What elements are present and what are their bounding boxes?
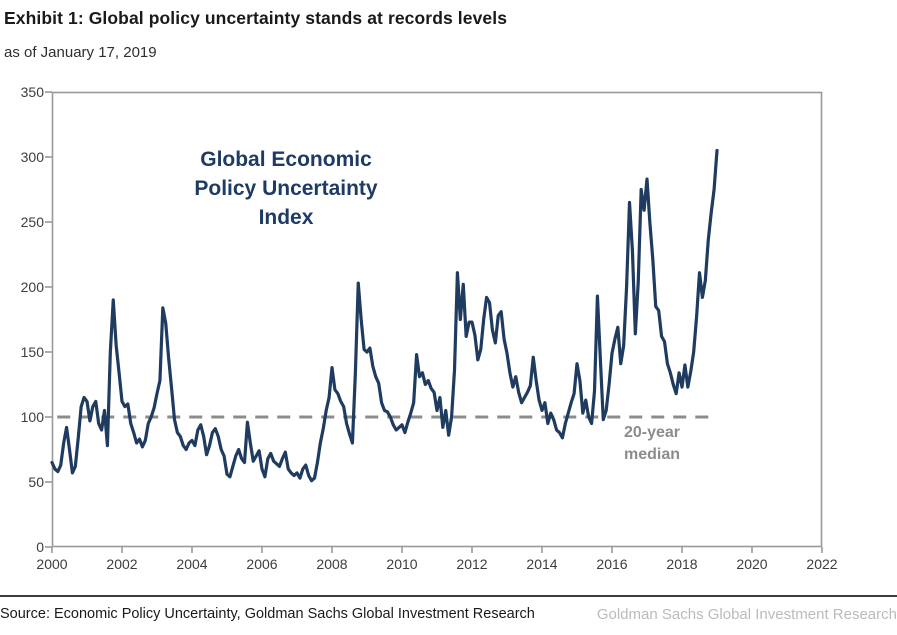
- watermark-text: Goldman Sachs Global Investment Research: [596, 606, 897, 623]
- x-axis-label: 2014: [526, 556, 558, 572]
- y-axis-label: 250: [20, 213, 44, 230]
- x-axis-label: 2002: [106, 556, 138, 572]
- y-axis-label: 50: [28, 473, 44, 490]
- x-axis-label: 2010: [386, 556, 418, 572]
- plot-frame: [51, 91, 823, 548]
- page-subtitle: as of January 17, 2019: [4, 44, 157, 61]
- y-axis-label: 100: [20, 408, 44, 425]
- page-title: Exhibit 1: Global policy uncertainty sta…: [4, 8, 508, 28]
- x-axis-label: 2020: [736, 556, 768, 572]
- y-axis-label: 150: [20, 343, 44, 360]
- x-axis-label: 2022: [806, 556, 838, 572]
- x-axis-label: 2000: [36, 556, 68, 572]
- x-axis-label: 2012: [456, 556, 488, 572]
- y-axis-label: 350: [20, 83, 44, 100]
- x-axis-label: 2016: [596, 556, 628, 572]
- source-text: Source: Economic Policy Uncertainty, Gol…: [0, 606, 535, 622]
- x-axis-label: 2018: [666, 556, 698, 572]
- median-line-label: 20-year median: [623, 424, 681, 463]
- x-axis-label: 2006: [246, 556, 278, 572]
- x-axis-label: 2008: [316, 556, 348, 572]
- plot-svg: [45, 91, 823, 553]
- divider-rule: [0, 595, 897, 597]
- y-axis-label: 300: [20, 148, 44, 165]
- y-axis-label: 200: [20, 278, 44, 295]
- x-axis-label: 2004: [176, 556, 208, 572]
- y-axis-label: 0: [36, 538, 44, 555]
- data-line: [50, 148, 719, 483]
- annotation-label: Global Economic Policy Uncertainty Index: [194, 148, 378, 229]
